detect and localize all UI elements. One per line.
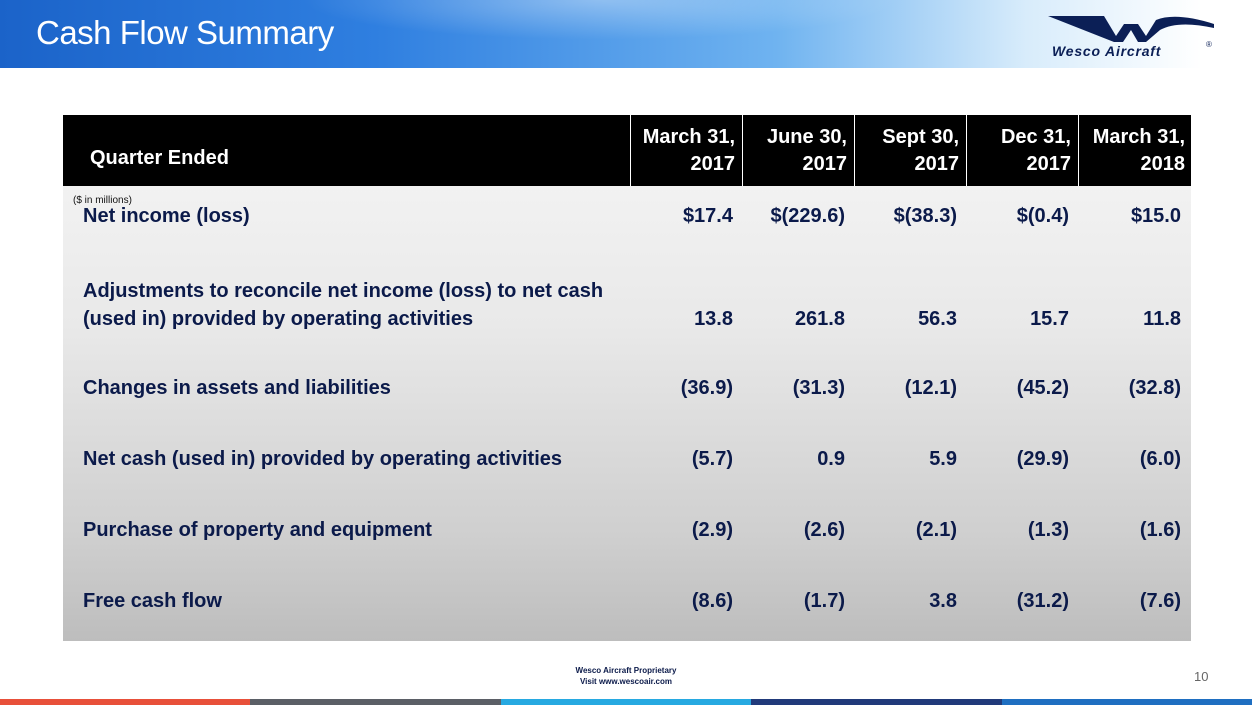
table-cell: (1.3) bbox=[1027, 519, 1069, 541]
wings-logo-icon bbox=[1048, 16, 1214, 42]
table-cell: 13.8 bbox=[694, 308, 733, 330]
table-cell: 56.3 bbox=[918, 308, 957, 330]
table-cell: (1.6) bbox=[1139, 519, 1181, 541]
table-cell: 11.8 bbox=[1143, 308, 1181, 330]
header-label: Quarter Ended bbox=[90, 147, 229, 169]
table-header: Quarter Ended March 31, 2017 June 30, 2017… bbox=[63, 115, 1191, 186]
footer-website-link: Visit www.wescoair.com bbox=[579, 677, 673, 686]
table-cell: (7.6) bbox=[1139, 590, 1181, 612]
table-cell: (1.7) bbox=[803, 590, 845, 612]
company-logo: Wesco Aircraft ® bbox=[1046, 14, 1216, 64]
table-cell: (29.9) bbox=[1016, 448, 1069, 470]
table-cell: (32.8) bbox=[1128, 377, 1181, 399]
table-cell: $15.0 bbox=[1130, 205, 1181, 227]
bar-segment bbox=[0, 699, 251, 705]
slide-title: Cash Flow Summary bbox=[36, 14, 334, 51]
bottom-color-bar bbox=[0, 699, 1252, 705]
row-label: Net income (loss) bbox=[83, 205, 250, 227]
table-cell: (5.7) bbox=[691, 448, 733, 470]
table-row: Changes in assets and liabilities (36.9)… bbox=[63, 348, 1191, 408]
column-header: March 31, 2018 bbox=[1078, 115, 1191, 186]
row-label: Adjustments to reconcile net income (los… bbox=[83, 280, 604, 330]
table-cell: (31.2) bbox=[1016, 590, 1069, 612]
logo-text: Wesco Aircraft bbox=[1052, 43, 1162, 59]
table-cell: (36.9) bbox=[680, 377, 733, 399]
bar-segment bbox=[500, 699, 752, 705]
table-cell: $17.4 bbox=[682, 205, 733, 227]
header-band bbox=[0, 0, 1252, 68]
table-cell: $(0.4) bbox=[1016, 205, 1069, 227]
table-cell: (2.1) bbox=[915, 519, 957, 541]
table-cell: (2.6) bbox=[803, 519, 845, 541]
table-row: Free cash flow (8.6) (1.7) 3.8 (31.2) (7… bbox=[63, 561, 1191, 621]
page-number: 10 bbox=[1194, 669, 1209, 684]
table-cell: 3.8 bbox=[929, 590, 957, 612]
table-cell: (2.9) bbox=[691, 519, 733, 541]
table-cell: (31.3) bbox=[792, 377, 845, 399]
table-row: Net income (loss) $17.4 $(229.6) $(38.3)… bbox=[63, 176, 1191, 236]
table-cell: 5.9 bbox=[929, 448, 957, 470]
table-cell: $(229.6) bbox=[770, 205, 846, 227]
footer-proprietary: Wesco Aircraft Proprietary bbox=[575, 666, 677, 675]
table-cell: (45.2) bbox=[1016, 377, 1069, 399]
column-header: Dec 31, 2017 bbox=[966, 115, 1077, 186]
table-cell: (6.0) bbox=[1139, 448, 1181, 470]
table-cell: 0.9 bbox=[817, 448, 845, 470]
column-header: Sept 30, 2017 bbox=[854, 115, 965, 186]
bar-segment bbox=[1001, 699, 1252, 705]
row-label: Purchase of property and equipment bbox=[83, 519, 432, 541]
table-cell: (12.1) bbox=[904, 377, 957, 399]
row-label: Net cash (used in) provided by operating… bbox=[83, 448, 562, 470]
table-cell: 15.7 bbox=[1030, 308, 1069, 330]
bar-segment bbox=[751, 699, 1002, 705]
row-label: Changes in assets and liabilities bbox=[83, 377, 391, 399]
registered-mark: ® bbox=[1206, 40, 1212, 49]
footer: Wesco Aircraft Proprietary Visit www.wes… bbox=[0, 665, 1252, 687]
row-label: Free cash flow bbox=[83, 590, 222, 612]
table-row: Adjustments to reconcile net income (los… bbox=[63, 279, 1191, 339]
bar-segment bbox=[250, 699, 501, 705]
table-cell: 261.8 bbox=[794, 308, 845, 330]
table-cell: $(38.3) bbox=[893, 205, 957, 227]
table-row: Net cash (used in) provided by operating… bbox=[63, 419, 1191, 479]
column-header: March 31, 2017 bbox=[630, 115, 741, 186]
table-cell: (8.6) bbox=[691, 590, 733, 612]
table-row: Purchase of property and equipment (2.9)… bbox=[63, 490, 1191, 550]
column-header: June 30, 2017 bbox=[742, 115, 853, 186]
units-note: ($ in millions) bbox=[73, 195, 132, 206]
cash-flow-table: Quarter Ended March 31, 2017 June 30, 2017… bbox=[63, 115, 1191, 641]
